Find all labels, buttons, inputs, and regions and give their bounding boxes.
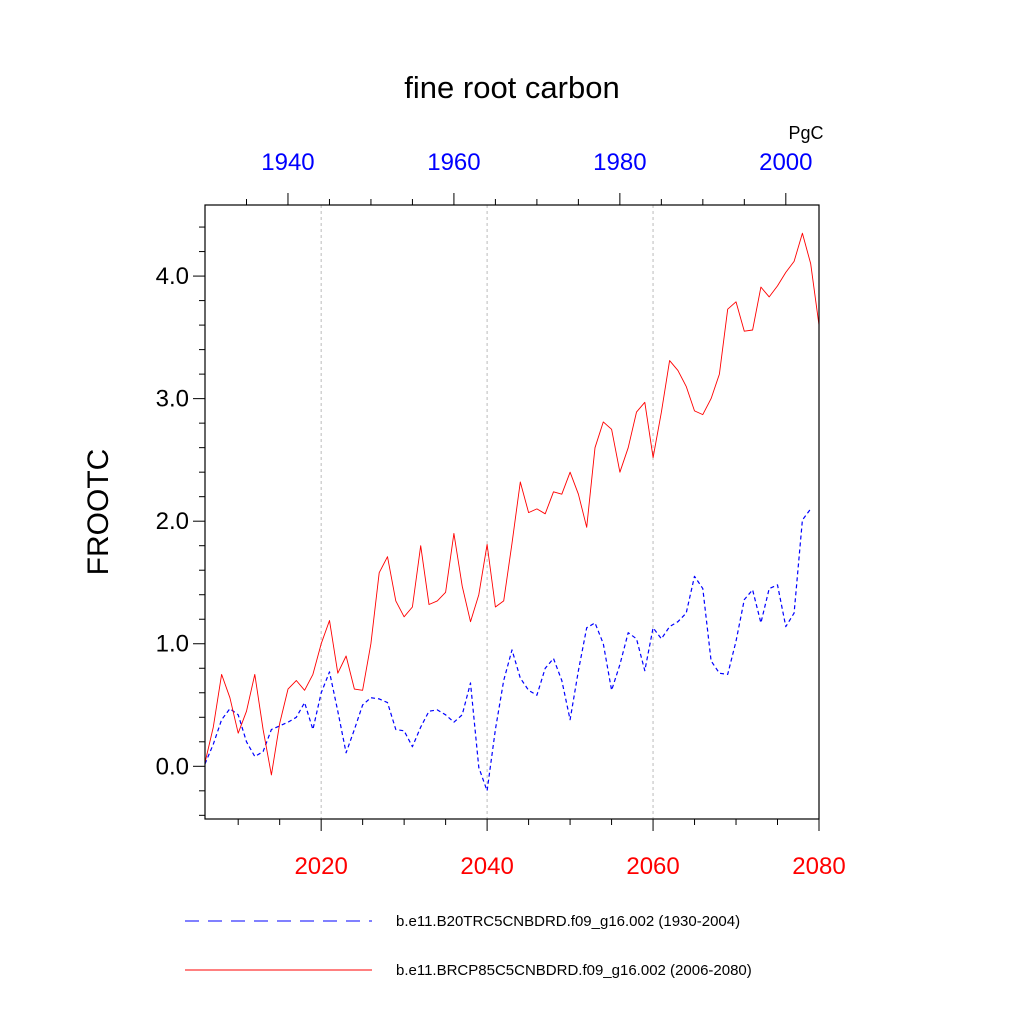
bottom-tick-label-2040: 2040 (460, 853, 513, 880)
gridlines (320, 205, 654, 819)
y-axis-label: FROOTC (82, 449, 115, 576)
axis-ticks (193, 193, 820, 831)
bottom-tick-label-2060: 2060 (626, 853, 679, 880)
y-tick-label-2.0: 2.0 (156, 508, 189, 535)
plot-lines (204, 232, 820, 792)
top-tick-label-2000: 2000 (759, 149, 812, 176)
y-tick-label-0.0: 0.0 (156, 753, 189, 780)
series-line-historical (204, 508, 812, 792)
y-tick-label-4.0: 4.0 (156, 263, 189, 290)
top-tick-label-1940: 1940 (261, 149, 314, 176)
top-tick-label-1960: 1960 (427, 149, 480, 176)
chart-title: fine root carbon (404, 70, 619, 105)
series-line-rcp85 (204, 232, 820, 776)
y-tick-label-3.0: 3.0 (156, 386, 189, 413)
legend: b.e11.B20TRC5CNBDRD.f09_g16.002 (1930-20… (185, 913, 752, 979)
bottom-tick-label-2020: 2020 (294, 853, 347, 880)
tick-labels: 0.0 1.0 2.0 3.0 4.0 2020 2040 2060 2080 1940 1960 1… (156, 149, 846, 880)
y-tick-label-1.0: 1.0 (156, 631, 189, 658)
top-tick-label-1980: 1980 (593, 149, 646, 176)
plot-frame (204, 204, 820, 820)
units-label: PgC (788, 123, 823, 143)
legend-label-historical: b.e11.B20TRC5CNBDRD.f09_g16.002 (1930-20… (396, 913, 740, 930)
legend-label-rcp85: b.e11.BRCP85C5CNBDRD.f09_g16.002 (2006-2… (396, 962, 752, 979)
bottom-tick-label-2080: 2080 (792, 853, 845, 880)
